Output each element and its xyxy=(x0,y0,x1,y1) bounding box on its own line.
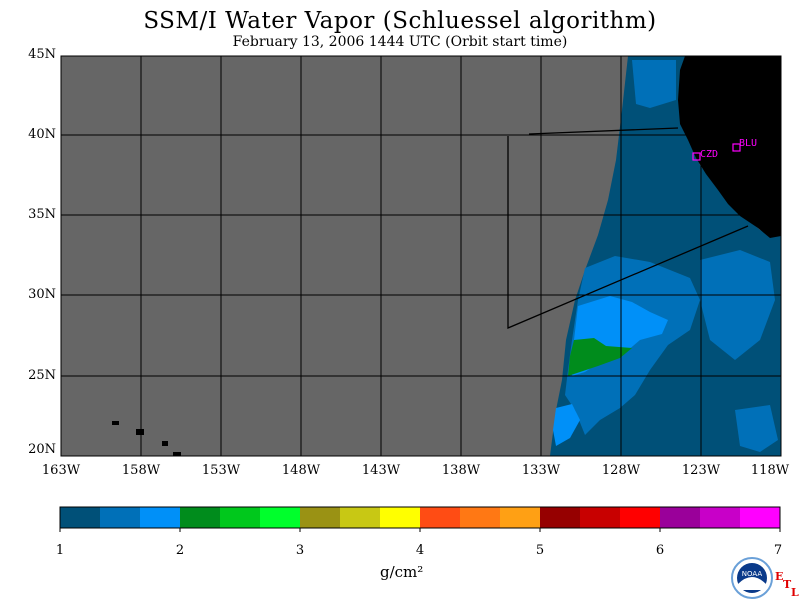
ocean-field-mid xyxy=(700,250,775,360)
colorbar-swatch xyxy=(340,507,381,528)
colorbar-swatch xyxy=(260,507,301,528)
land-mass xyxy=(678,56,781,238)
colorbar-swatch xyxy=(420,507,461,528)
logo-letter-t: T xyxy=(783,578,792,591)
noaa-logo: NOAA xyxy=(731,557,773,599)
colorbar-label: 3 xyxy=(295,543,305,558)
colorbar-swatch xyxy=(60,507,101,528)
colorbar-swatch xyxy=(100,507,141,528)
lat-label: 40N xyxy=(28,127,56,142)
station-label-blu: BLU xyxy=(739,138,757,149)
ocean-field-green xyxy=(568,338,632,376)
station-label-czd: CZD xyxy=(700,149,718,160)
station-czd: CZD xyxy=(692,149,718,161)
colorbar-swatch xyxy=(180,507,221,528)
ocean-field-mid xyxy=(632,60,676,108)
lat-label: 45N xyxy=(28,47,56,62)
lon-label: 163W xyxy=(41,463,81,478)
colorbar-swatch xyxy=(620,507,661,528)
lon-label: 128W xyxy=(601,463,641,478)
map-panel: CZD BLU xyxy=(60,55,782,457)
colorbar-swatch xyxy=(700,507,741,528)
lon-label: 158W xyxy=(121,463,161,478)
colorbar-unit: g/cm² xyxy=(380,563,424,581)
hawaii-islands xyxy=(112,421,181,456)
colorbar-label: 5 xyxy=(535,543,545,558)
station-blu: BLU xyxy=(732,138,757,152)
lon-label: 118W xyxy=(750,463,790,478)
page-subtitle: February 13, 2006 1444 UTC (Orbit start … xyxy=(232,34,568,50)
colorbar-label: 6 xyxy=(655,543,665,558)
colorbar xyxy=(59,506,781,532)
colorbar-swatch xyxy=(140,507,181,528)
lat-label: 25N xyxy=(28,368,56,383)
lat-label: 30N xyxy=(28,287,56,302)
lon-label: 133W xyxy=(521,463,561,478)
noaa-logo-text: NOAA xyxy=(742,570,763,578)
colorbar-swatch xyxy=(460,507,501,528)
logo-letter-l: L xyxy=(791,586,799,599)
colorbar-swatch xyxy=(580,507,621,528)
colorbar-label: 4 xyxy=(415,543,425,558)
region-outline xyxy=(507,127,749,329)
colorbar-label: 7 xyxy=(773,543,783,558)
ocean-field-mid xyxy=(735,405,778,452)
colorbar-label: 2 xyxy=(175,543,185,558)
colorbar-swatch xyxy=(540,507,581,528)
colorbar-swatch xyxy=(380,507,421,528)
logo-letter-e: E xyxy=(775,570,783,583)
colorbar-swatch xyxy=(660,507,701,528)
lon-label: 153W xyxy=(201,463,241,478)
lon-label: 123W xyxy=(681,463,721,478)
colorbar-swatch xyxy=(300,507,341,528)
lon-label: 143W xyxy=(361,463,401,478)
colorbar-swatch xyxy=(740,507,781,528)
colorbar-swatch xyxy=(220,507,261,528)
colorbar-swatch xyxy=(500,507,541,528)
lat-label: 20N xyxy=(28,442,56,457)
ocean-field-light xyxy=(553,404,580,446)
page-title: SSM/I Water Vapor (Schluessel algorithm) xyxy=(143,8,657,34)
grid-lines xyxy=(61,56,781,456)
colorbar-label: 1 xyxy=(55,543,65,558)
lat-label: 35N xyxy=(28,207,56,222)
lon-label: 148W xyxy=(281,463,321,478)
lon-label: 138W xyxy=(441,463,481,478)
map-border xyxy=(60,55,782,457)
